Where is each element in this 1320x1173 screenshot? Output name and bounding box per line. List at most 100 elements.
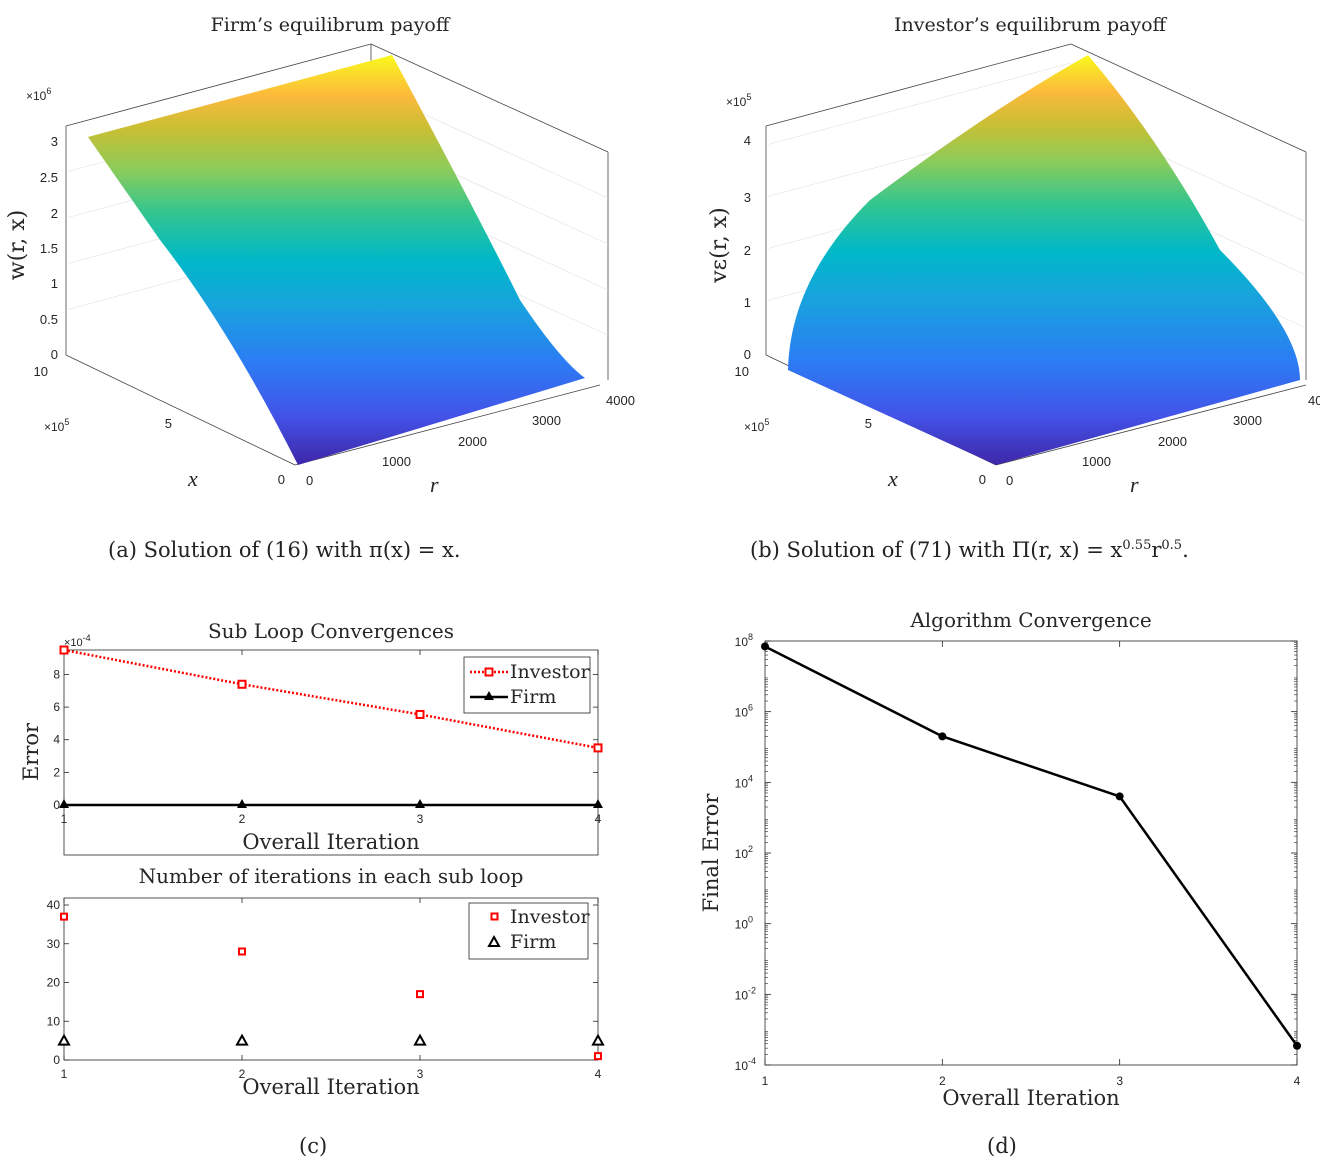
z-tick: 0.5: [40, 312, 58, 327]
y-tick-label: 10: [735, 918, 749, 932]
legend-marker-investor: [484, 667, 494, 677]
x-tick-label: 4: [595, 812, 602, 826]
data-point-firm: [235, 1033, 249, 1046]
y-tick-label: 10: [735, 1059, 749, 1073]
y-tick-label: 0: [53, 798, 60, 812]
y-tick-exponent: -4: [748, 1056, 756, 1066]
y-tick-label: 10: [735, 635, 749, 649]
x-tick-label: 1: [762, 1074, 769, 1088]
z-tick: 1: [744, 295, 751, 310]
z-tick: 0: [51, 347, 58, 362]
r-tick: 1000: [382, 454, 411, 469]
r-tick: 2000: [458, 434, 487, 449]
data-point-investor: [238, 947, 246, 956]
y-tick-label: 10: [47, 1014, 61, 1028]
x-ticks-a: 10 5 0: [34, 364, 285, 487]
data-point-firm: [59, 799, 69, 808]
legend-marker-investor: [490, 912, 499, 921]
x-tick-label: 2: [239, 1067, 246, 1081]
z-tick: 3: [51, 134, 58, 149]
x-tick-label: 1: [61, 1067, 68, 1081]
z-ticks-a: 0 0.5 1 1.5 2 2.5 3: [40, 134, 58, 362]
chart-title-b: Investor’s equilibrum payoff: [894, 14, 1168, 36]
x-tick-label: 3: [417, 812, 424, 826]
y-tick-exponent: 8: [748, 632, 753, 642]
y-tick-label: 30: [47, 937, 61, 951]
z-multiplier-a: ×106: [26, 86, 51, 103]
x-tick: 0: [278, 472, 285, 487]
r-tick: 0: [1006, 473, 1013, 488]
caption-c: (c): [299, 1134, 328, 1158]
chart-c2-iterations-per-sub-loop: 0 10 20 30 40 1 2 3 4 Number of iterations in ea…: [47, 864, 605, 1099]
z-tick: 3: [744, 190, 751, 205]
x-axis-label-c1: Overall Iteration: [242, 830, 419, 854]
chart-title-d: Algorithm Convergence: [909, 608, 1151, 632]
x-tick-label: 3: [1116, 1074, 1123, 1088]
r-tick: 40: [1308, 393, 1320, 408]
r-tick: 3000: [1233, 413, 1262, 428]
z-tick: 2.5: [40, 170, 58, 185]
z-tick: 2: [51, 206, 58, 221]
x-axis-label-c2: Overall Iteration: [242, 1075, 419, 1099]
chart-b-investor-payoff: 0 1 2 3 4 ×105 vε(r, x) 10 5 0 ×105 x 0 …: [707, 14, 1320, 497]
z-tick: 1.5: [40, 241, 58, 256]
y-tick-exponent: 4: [748, 773, 753, 783]
r-tick: 3000: [532, 413, 561, 428]
data-point: [938, 732, 947, 741]
data-point-firm: [413, 1033, 427, 1046]
plot-area: [63, 897, 599, 1061]
x-tick-label: 1: [61, 812, 68, 826]
x-axis-label-d: Overall Iteration: [942, 1086, 1119, 1110]
x-multiplier-b: ×105: [744, 417, 769, 434]
y-tick-label: 2: [53, 765, 60, 779]
r-tick: 4000: [606, 393, 635, 408]
legend-label-firm: Firm: [510, 686, 556, 708]
series-line-final-error: [764, 645, 1299, 1047]
z-tick: 4: [744, 133, 751, 148]
chart-c1-sub-loop-convergences: 0 2 4 6 8 1 2 3 4 Sub Loop Convergences ×10-4 Er…: [19, 619, 603, 856]
plot-area: [764, 640, 1298, 1066]
data-point-investor: [237, 679, 247, 689]
r-tick: 1000: [1082, 454, 1111, 469]
y-tick-exponent: -2: [748, 985, 756, 995]
data-point-investor: [60, 912, 68, 921]
x-tick: 10: [735, 364, 749, 379]
r-ticks-b: 0 1000 2000 3000 40: [1006, 393, 1320, 488]
caption-a: (a) Solution of (16) with π(x) = x.: [108, 538, 461, 562]
x-tick-label: 3: [417, 1067, 424, 1081]
x-multiplier-a: ×105: [44, 417, 69, 434]
x-tick-label: 4: [1294, 1074, 1301, 1088]
x-tick-label: 2: [239, 812, 246, 826]
legend-label-investor: Investor: [510, 906, 591, 928]
r-ticks-a: 0 1000 2000 3000 4000: [306, 393, 635, 488]
y-tick-label: 10: [735, 988, 749, 1002]
y-axis-label-d: Final Error: [699, 793, 723, 913]
z-ticks-b: 0 1 2 3 4: [744, 133, 751, 362]
data-point: [761, 642, 769, 651]
chart-title-c1: Sub Loop Convergences: [208, 619, 454, 643]
data-point-investor: [416, 990, 424, 999]
data-point-firm: [237, 799, 247, 808]
data-point: [1293, 1041, 1301, 1050]
y-tick-label: 20: [47, 976, 61, 990]
y-tick-label: 40: [47, 898, 61, 912]
data-point-investor: [415, 709, 425, 719]
y-axis-label-c1: Error: [19, 722, 43, 781]
data-point-firm: [593, 799, 603, 808]
y-tick-label: 6: [53, 700, 60, 714]
legend-label-firm: Firm: [510, 931, 556, 953]
r-axis-label-b: r: [1130, 472, 1139, 497]
data-point: [1115, 792, 1124, 801]
y-tick-exponent: 2: [748, 844, 753, 854]
data-point-firm: [415, 799, 425, 808]
z-axis-label-a: w(r, x): [5, 210, 30, 281]
legend-label-investor: Investor: [510, 661, 591, 683]
plot-area: [63, 649, 599, 856]
caption-b: (b) Solution of (71) with Π(r, x) = x0.5…: [750, 538, 1189, 562]
x-axis-label-b: x: [887, 466, 898, 491]
data-point-investor: [593, 743, 603, 753]
y-tick-exponent: 6: [748, 703, 753, 713]
chart-d-algorithm-convergence: 10 810 610 410 210 010 -210 -41 2 3 4 Algorithm Co…: [699, 608, 1301, 1110]
r-axis-label-a: r: [430, 472, 439, 497]
surface-a: [88, 55, 585, 465]
